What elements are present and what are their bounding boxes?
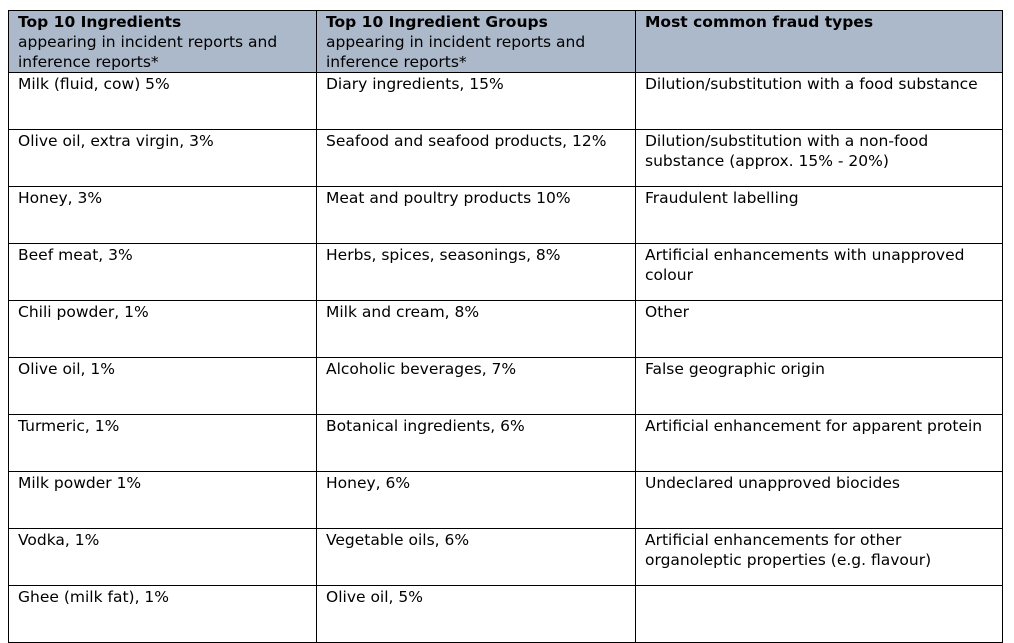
table-cell: Other <box>635 300 1003 358</box>
cell-text: Chili powder, 1% <box>18 303 149 321</box>
table-cell: False geographic origin <box>635 357 1003 415</box>
header-cell: Top 10 Ingredients appearing in incident … <box>8 10 317 73</box>
table-cell: Ghee (milk fat), 1% <box>8 585 317 643</box>
cell-text: Fraudulent labelling <box>645 189 799 207</box>
header-title: Top 10 Ingredient Groups <box>326 13 548 31</box>
table-cell: Fraudulent labelling <box>635 186 1003 244</box>
table-cell: Botanical ingredients, 6% <box>316 414 636 472</box>
header-cell: Most common fraud types <box>635 10 1003 73</box>
data-table: Top 10 Ingredients appearing in incident … <box>8 10 1003 643</box>
cell-text: Botanical ingredients, 6% <box>326 417 525 435</box>
table-cell: Artificial enhancement for apparent prot… <box>635 414 1003 472</box>
cell-text: Alcoholic beverages, 7% <box>326 360 517 378</box>
table-row: Turmeric, 1% Botanical ingredients, 6% Art… <box>8 414 1003 472</box>
table-cell: Milk (fluid, cow) 5% <box>8 72 317 130</box>
header-subtitle: appearing in incident reports and infere… <box>18 33 278 71</box>
table-cell: Olive oil, 5% <box>316 585 636 643</box>
cell-text: Other <box>645 303 690 321</box>
header-title: Most common fraud types <box>645 13 874 31</box>
cell-text: Olive oil, extra virgin, 3% <box>18 132 214 150</box>
table-cell: Chili powder, 1% <box>8 300 317 358</box>
table-cell: Turmeric, 1% <box>8 414 317 472</box>
table-cell: Honey, 6% <box>316 471 636 529</box>
table-cell: Olive oil, extra virgin, 3% <box>8 129 317 187</box>
table-cell: Artificial enhancements for other organo… <box>635 528 1003 586</box>
table-cell: Vodka, 1% <box>8 528 317 586</box>
table-row: Honey, 3% Meat and poultry products 10% Fr… <box>8 186 1003 244</box>
table-cell: Olive oil, 1% <box>8 357 317 415</box>
table-cell: Vegetable oils, 6% <box>316 528 636 586</box>
cell-text: Olive oil, 1% <box>18 360 115 378</box>
cell-text: Artificial enhancement for apparent prot… <box>645 417 983 435</box>
table-cell: Dilution/substitution with a food substa… <box>635 72 1003 130</box>
table-cell: Honey, 3% <box>8 186 317 244</box>
cell-text: Artificial enhancements with unapproved … <box>645 246 965 284</box>
cell-text: Ghee (milk fat), 1% <box>18 588 170 606</box>
cell-text: Dilution/substitution with a non-food su… <box>645 132 929 170</box>
table-row: Milk (fluid, cow) 5% Diary ingredients, 1… <box>8 72 1003 130</box>
cell-text: Seafood and seafood products, 12% <box>326 132 607 150</box>
table-row: Ghee (milk fat), 1% Olive oil, 5% <box>8 585 1003 643</box>
cell-text: Honey, 6% <box>326 474 411 492</box>
table-row: Chili powder, 1% Milk and cream, 8% Other <box>8 300 1003 358</box>
cell-text: Vegetable oils, 6% <box>326 531 470 549</box>
header-row: Top 10 Ingredients appearing in incident … <box>8 10 1003 73</box>
cell-text: Meat and poultry products 10% <box>326 189 571 207</box>
table-cell: Seafood and seafood products, 12% <box>316 129 636 187</box>
table-row: Milk powder 1% Honey, 6% Undeclared unappr… <box>8 471 1003 529</box>
cell-text: False geographic origin <box>645 360 825 378</box>
table-row: Vodka, 1% Vegetable oils, 6% Artificial en… <box>8 528 1003 586</box>
table-row: Olive oil, 1% Alcoholic beverages, 7% Fals… <box>8 357 1003 415</box>
table-header: Top 10 Ingredients appearing in incident … <box>8 10 1003 73</box>
cell-text: Herbs, spices, seasonings, 8% <box>326 246 561 264</box>
table-cell: Milk and cream, 8% <box>316 300 636 358</box>
cell-text: Olive oil, 5% <box>326 588 423 606</box>
cell-text: Milk powder 1% <box>18 474 142 492</box>
header-cell: Top 10 Ingredient Groups appearing in inc… <box>316 10 636 73</box>
cell-text: Milk and cream, 8% <box>326 303 480 321</box>
table-cell: Alcoholic beverages, 7% <box>316 357 636 415</box>
table-cell <box>635 585 1003 643</box>
table-cell: Diary ingredients, 15% <box>316 72 636 130</box>
cell-text: Dilution/substitution with a food substa… <box>645 75 978 93</box>
table-cell: Artificial enhancements with unapproved … <box>635 243 1003 301</box>
cell-text: Diary ingredients, 15% <box>326 75 504 93</box>
cell-text: Vodka, 1% <box>18 531 100 549</box>
table-cell: Herbs, spices, seasonings, 8% <box>316 243 636 301</box>
table-body: Milk (fluid, cow) 5% Diary ingredients, 1… <box>8 72 1003 643</box>
table-cell: Meat and poultry products 10% <box>316 186 636 244</box>
cell-text: Milk (fluid, cow) 5% <box>18 75 170 93</box>
table-cell: Dilution/substitution with a non-food su… <box>635 129 1003 187</box>
cell-text: Turmeric, 1% <box>18 417 120 435</box>
table-cell: Undeclared unapproved biocides <box>635 471 1003 529</box>
table-row: Olive oil, extra virgin, 3% Seafood and s… <box>8 129 1003 187</box>
header-subtitle: appearing in incident reports and infere… <box>326 33 586 71</box>
cell-text: Honey, 3% <box>18 189 103 207</box>
cell-text: Undeclared unapproved biocides <box>645 474 900 492</box>
cell-text: Beef meat, 3% <box>18 246 133 264</box>
header-title: Top 10 Ingredients <box>18 13 182 31</box>
table-cell: Milk powder 1% <box>8 471 317 529</box>
cell-text: Artificial enhancements for other organo… <box>645 531 932 569</box>
table-row: Beef meat, 3% Herbs, spices, seasonings, … <box>8 243 1003 301</box>
table-cell: Beef meat, 3% <box>8 243 317 301</box>
